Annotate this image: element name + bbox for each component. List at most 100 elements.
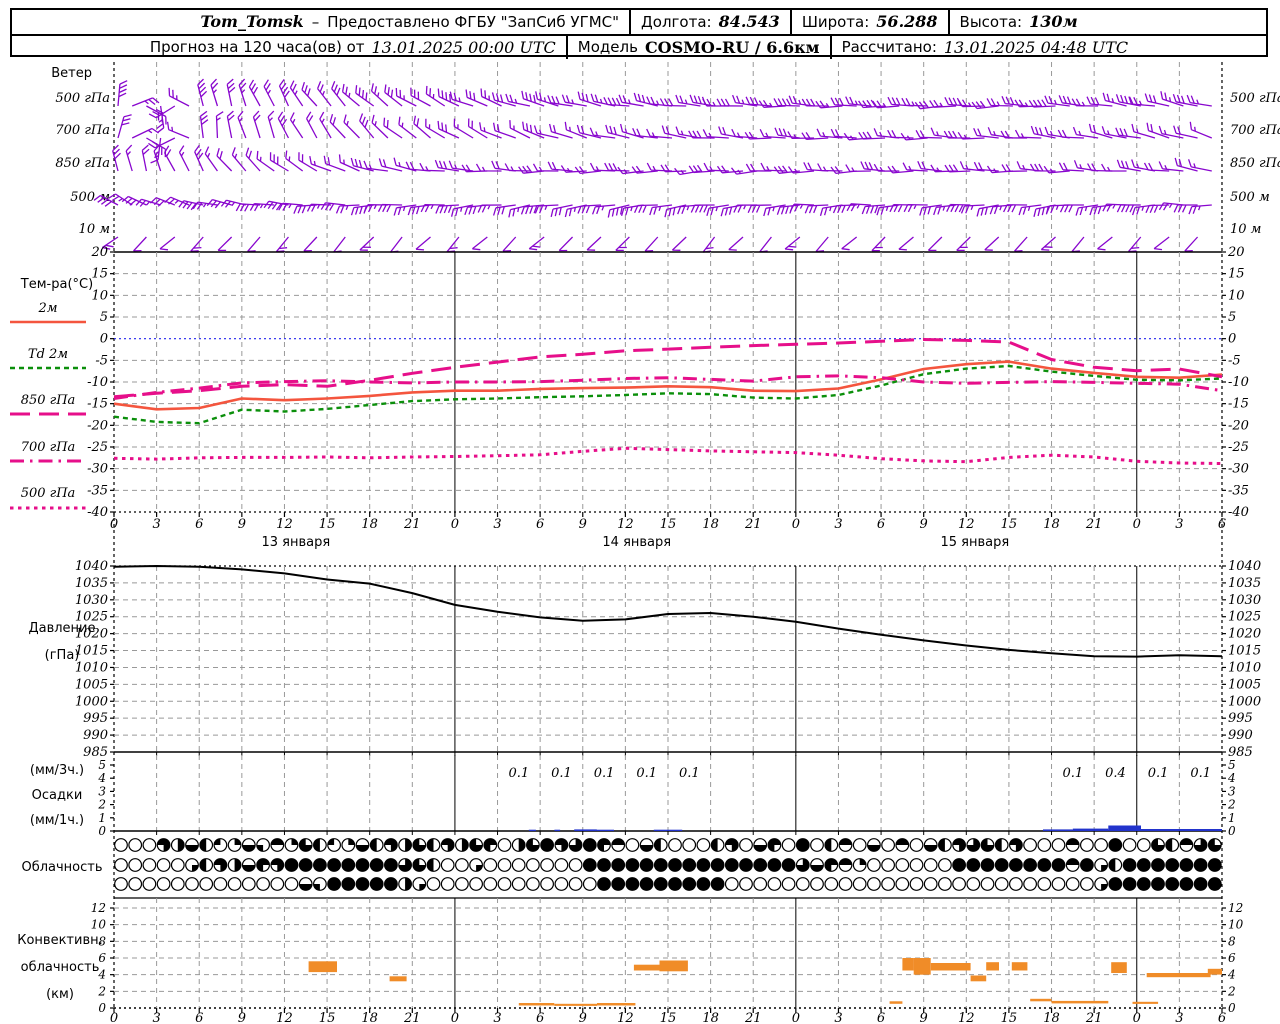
cloud-cover-fill xyxy=(597,838,611,852)
wind-barb xyxy=(760,162,786,172)
wind-barb xyxy=(615,236,630,252)
wind-barb xyxy=(226,78,236,107)
cloud-cover-fill xyxy=(753,845,767,852)
calc-label: Рассчитано: xyxy=(841,38,937,57)
wind-barb xyxy=(323,155,346,172)
precip-ytick-label-right: 3 xyxy=(1228,784,1236,798)
cloud-cover-circle xyxy=(696,838,711,852)
cloud-cover-fill xyxy=(199,838,207,852)
precip-amount-label: 0.1 xyxy=(1148,766,1169,781)
cloud-cover-circle xyxy=(781,858,796,872)
temp-series-700 гПа xyxy=(113,374,1223,400)
forecast-label: Прогноз на 120 часа(ов) от xyxy=(149,38,365,57)
cloud-cover-circle xyxy=(710,877,725,891)
wind-barb xyxy=(263,200,289,211)
wind-barb xyxy=(547,95,573,107)
wind-barb xyxy=(1097,236,1113,251)
wind-barb xyxy=(277,111,290,139)
wind-barb xyxy=(131,97,160,107)
pressure-ytick-label-right: 995 xyxy=(1228,711,1253,726)
temp-ytick-label-left: -10 xyxy=(87,375,108,390)
convective-xtick-label: 3 xyxy=(152,1011,160,1024)
wind-barb xyxy=(607,204,630,218)
cloud-cover-circle xyxy=(753,877,768,891)
wind-barb xyxy=(534,204,559,214)
cloud-cover-circle xyxy=(611,877,626,891)
wind-barb xyxy=(747,204,772,213)
cloud-cover-circle xyxy=(511,877,526,891)
wind-barb xyxy=(577,204,602,214)
convective-panel-title: Конвективн. xyxy=(17,933,103,948)
cloud-cover-fill xyxy=(725,838,739,852)
pressure-ytick-label-left: 990 xyxy=(83,728,108,743)
header-model-segment: Модель COSMO-RU / 6.6км xyxy=(565,35,830,59)
wind-barb xyxy=(759,236,772,253)
altitude-label: Высота: xyxy=(959,12,1023,31)
cloud-cover-circle xyxy=(724,877,739,891)
convective-ytick-label-right: 6 xyxy=(1228,951,1236,965)
wind-barb xyxy=(1018,204,1042,216)
wind-barb xyxy=(217,236,233,252)
wind-barb xyxy=(335,204,360,214)
pressure-ytick-label-right: 1030 xyxy=(1228,593,1261,608)
precip-ytick-label-right: 4 xyxy=(1227,771,1236,785)
cloud-cover-circle xyxy=(739,838,753,852)
wind-barb xyxy=(450,204,474,217)
cloud-cover-fill xyxy=(859,858,866,865)
cloud-cover-fill xyxy=(271,858,284,872)
wind-row-label-right: 850 гПа xyxy=(1230,156,1280,171)
wind-barb xyxy=(832,204,857,214)
temp-ytick-label-left: 5 xyxy=(100,310,108,325)
precip-bar xyxy=(597,829,614,831)
wind-barb xyxy=(112,144,121,172)
pressure-ytick-label-left: 985 xyxy=(83,745,108,760)
wind-barb xyxy=(558,236,574,252)
cloud-cover-circle xyxy=(185,877,199,891)
cloud-cover-circle xyxy=(625,858,640,872)
wind-barb xyxy=(141,144,150,172)
station-name: Tom_Tomsk xyxy=(200,12,304,32)
cloud-cover-circle xyxy=(952,858,966,872)
cloud-cover-circle xyxy=(426,877,441,891)
wind-barb xyxy=(121,195,147,206)
cloud-cover-circle xyxy=(1037,838,1052,852)
cloud-cover-circle xyxy=(227,877,242,891)
cloud-cover-circle xyxy=(739,858,753,872)
cloud-cover-circle xyxy=(369,858,384,872)
cloud-cover-circle xyxy=(668,877,682,891)
wind-row-label-right: 700 гПа xyxy=(1230,123,1280,138)
cloud-cover-circle xyxy=(511,858,526,872)
convective-cloud-block xyxy=(1111,962,1127,973)
convective-cloud-block xyxy=(1132,1001,1159,1004)
cloud-cover-circle xyxy=(526,877,540,891)
wind-barb xyxy=(589,127,616,139)
convective-cloud-block xyxy=(1146,973,1211,978)
cloud-cover-circle xyxy=(867,877,881,891)
temp-xtick-label: 15 xyxy=(660,517,677,532)
cloud-cover-circle xyxy=(284,877,299,891)
cloud-cover-circle xyxy=(483,858,498,872)
convective-cloud-block xyxy=(970,975,987,982)
pressure-ytick-label-left: 1025 xyxy=(75,610,108,625)
wind-barb xyxy=(420,204,445,213)
wind-barb xyxy=(475,163,502,172)
cloud-cover-fill xyxy=(526,838,540,852)
cloud-cover-circle xyxy=(270,877,285,891)
cloud-cover-fill xyxy=(569,838,582,852)
cloud-cover-circle xyxy=(668,858,682,872)
wind-barb xyxy=(688,164,715,174)
cloud-cover-circle xyxy=(881,838,895,852)
wind-barb xyxy=(919,204,942,216)
temp-series-2м xyxy=(113,360,1223,411)
cloud-cover-circle xyxy=(313,858,327,872)
wind-barb xyxy=(371,114,389,139)
pressure-ytick-label-left: 1015 xyxy=(75,644,108,659)
header-dash: – xyxy=(311,12,320,31)
wind-barb xyxy=(437,88,460,107)
temp-ytick-label-right: -10 xyxy=(1228,375,1249,390)
cloud-cover-circle xyxy=(1193,877,1208,891)
cloud-cover-circle xyxy=(497,838,512,852)
precip-ytick-label-left: 1 xyxy=(98,811,106,825)
wind-barb xyxy=(159,236,176,251)
